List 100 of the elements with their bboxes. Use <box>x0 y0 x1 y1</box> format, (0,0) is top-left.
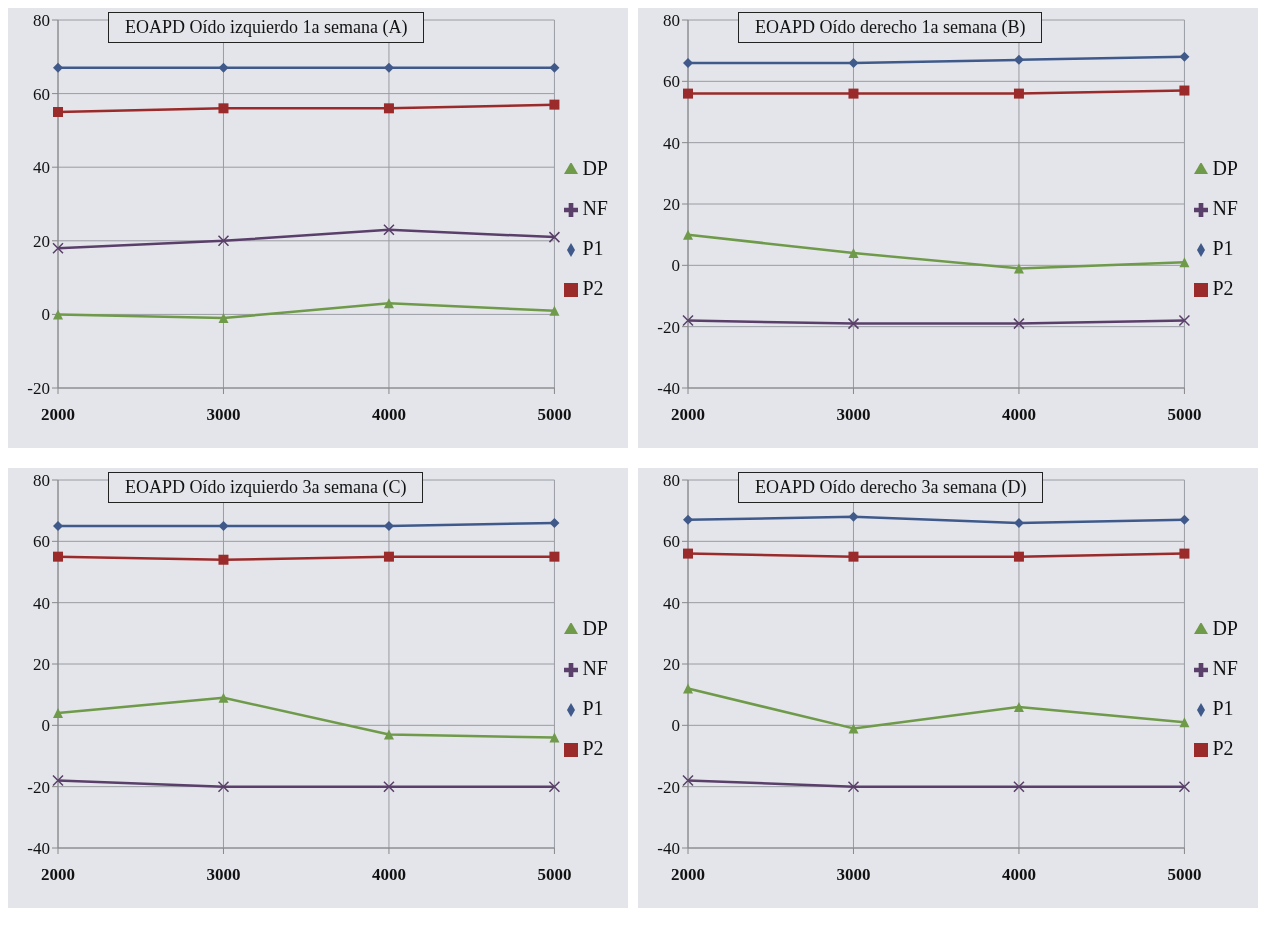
point <box>683 88 693 99</box>
y-tick-label: -20 <box>27 777 50 797</box>
point <box>847 780 860 793</box>
chart-title: EOAPD Oído izquierdo 3a semana (C) <box>108 472 424 503</box>
legend-label: P2 <box>582 737 604 759</box>
point <box>549 62 560 73</box>
point <box>383 780 395 793</box>
legend-label: NF <box>1212 657 1238 679</box>
point <box>53 551 63 562</box>
chart-title: EOAPD Oído derecho 3a semana (D) <box>738 472 1044 503</box>
legend-label: P2 <box>1212 277 1234 299</box>
y-tick-label: 80 <box>663 11 680 31</box>
point <box>683 229 693 240</box>
x-tick-label: 4000 <box>371 405 406 425</box>
chart-title: EOAPD Oído izquierdo 1a semana (A) <box>108 12 425 43</box>
chart-title: EOAPD Oído derecho 1a semana (B) <box>738 12 1043 43</box>
point <box>383 103 394 114</box>
y-tick-label: 80 <box>33 11 50 31</box>
x-tick-label: 2000 <box>41 405 75 425</box>
y-tick-label: -40 <box>27 839 50 859</box>
point <box>1013 551 1024 562</box>
point <box>1179 85 1190 96</box>
point <box>1013 780 1025 793</box>
point <box>53 309 63 320</box>
y-tick-label: -40 <box>657 839 680 859</box>
point <box>52 774 64 787</box>
y-tick-label: -40 <box>657 379 680 399</box>
x-tick-label: 3000 <box>206 405 241 425</box>
point <box>383 551 394 562</box>
y-tick-label: 60 <box>33 84 50 104</box>
legend-label: NF <box>582 197 608 219</box>
point <box>1013 88 1024 99</box>
x-tick-label: 3000 <box>206 865 241 885</box>
legend-label: DP <box>1212 617 1238 639</box>
x-tick-label: 5000 <box>1167 405 1202 425</box>
x-tick-label: 2000 <box>671 865 705 885</box>
point <box>848 88 859 99</box>
y-tick-label: 40 <box>663 133 680 153</box>
point <box>683 57 693 68</box>
y-tick-label: 20 <box>33 231 50 251</box>
y-tick-label: 20 <box>33 655 50 675</box>
point <box>682 314 694 327</box>
point <box>217 780 230 793</box>
point <box>383 298 394 309</box>
x-tick-label: 3000 <box>836 405 871 425</box>
point <box>1178 314 1191 327</box>
point <box>1179 51 1190 62</box>
point <box>1179 514 1190 525</box>
y-tick-label: 80 <box>663 471 680 491</box>
x-tick-label: 2000 <box>41 865 75 885</box>
point <box>848 511 859 522</box>
legend-label: NF <box>1212 197 1238 219</box>
legend-label: P1 <box>582 697 604 719</box>
point <box>549 517 560 528</box>
point <box>218 554 229 565</box>
point <box>53 62 63 73</box>
point <box>1178 780 1191 793</box>
point <box>1013 701 1024 712</box>
y-tick-label: -20 <box>657 777 680 797</box>
y-tick-label: 0 <box>671 716 680 736</box>
point <box>1013 263 1024 274</box>
y-tick-label: 80 <box>33 471 50 491</box>
point <box>53 107 63 117</box>
legend-label: DP <box>582 157 608 179</box>
point <box>217 235 230 247</box>
point <box>848 248 859 259</box>
point <box>383 729 394 740</box>
point <box>549 99 560 110</box>
legend-label: P1 <box>1212 237 1234 259</box>
legend-label: P2 <box>1212 737 1234 759</box>
x-tick-label: 4000 <box>1001 405 1036 425</box>
point <box>683 683 693 694</box>
x-tick-label: 4000 <box>371 865 406 885</box>
point <box>53 708 63 719</box>
point <box>549 732 560 743</box>
point <box>683 514 693 525</box>
legend-label: DP <box>582 617 608 639</box>
legend-label: NF <box>582 657 608 679</box>
y-tick-label: 0 <box>41 305 50 325</box>
x-tick-label: 3000 <box>836 865 871 885</box>
point <box>549 551 560 562</box>
x-tick-label: 5000 <box>537 405 572 425</box>
point <box>848 57 859 68</box>
point <box>847 317 860 330</box>
point <box>383 224 395 236</box>
point <box>1179 257 1190 268</box>
point <box>218 692 229 703</box>
x-tick-label: 5000 <box>1167 865 1202 885</box>
y-tick-label: 20 <box>663 655 680 675</box>
y-tick-label: 40 <box>33 158 50 178</box>
y-tick-label: -20 <box>657 317 680 337</box>
point <box>548 780 561 793</box>
y-tick-label: 0 <box>671 256 680 276</box>
legend-label: P2 <box>582 277 604 299</box>
point <box>683 548 693 559</box>
legend-label: DP <box>1212 157 1238 179</box>
point <box>53 521 63 531</box>
x-tick-label: 2000 <box>671 405 705 425</box>
y-tick-label: 40 <box>33 593 50 613</box>
point <box>848 551 859 562</box>
